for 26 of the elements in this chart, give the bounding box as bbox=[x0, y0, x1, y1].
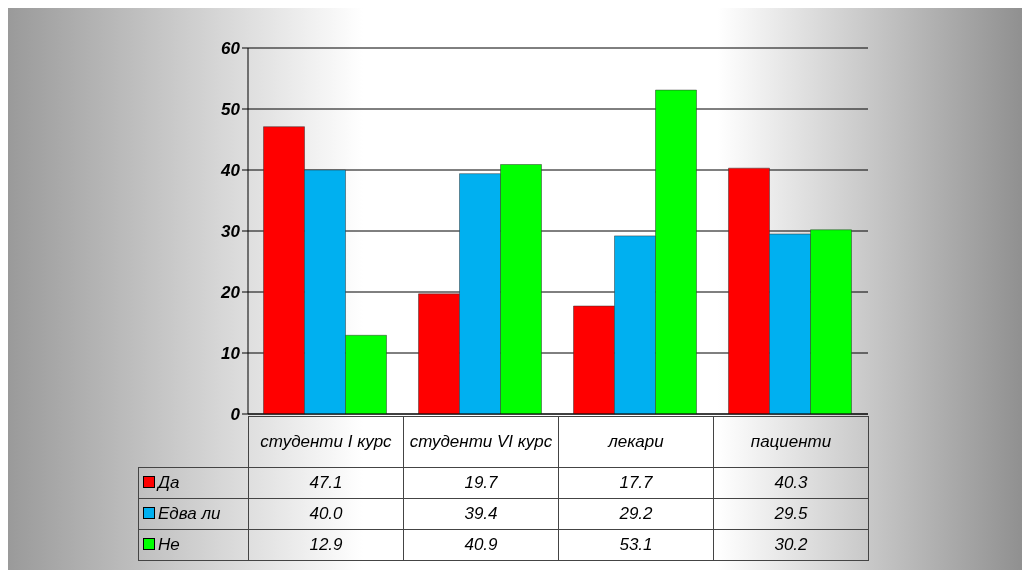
y-tick-label: 10 bbox=[221, 344, 241, 364]
data-label: 12.9 bbox=[248, 529, 404, 561]
y-tick-label: 40 bbox=[220, 161, 241, 181]
data-label: 40.9 bbox=[403, 529, 559, 561]
data-label: 40.3 bbox=[713, 467, 869, 499]
data-label: 53.1 bbox=[558, 529, 714, 561]
data-label: 40.0 bbox=[248, 498, 404, 530]
data-label: 29.2 bbox=[558, 498, 714, 530]
data-label: 30.2 bbox=[713, 529, 869, 561]
y-tick-label: 20 bbox=[220, 283, 241, 303]
legend-label: Да bbox=[138, 467, 249, 499]
y-tick-label: 50 bbox=[221, 100, 241, 120]
x-tick-label: лекари bbox=[558, 416, 714, 468]
y-tick-label: 0 bbox=[230, 405, 241, 425]
data-label: 17.7 bbox=[558, 467, 714, 499]
data-label: 47.1 bbox=[248, 467, 404, 499]
legend-label: Не bbox=[138, 529, 249, 561]
legend-label: Едва ли bbox=[138, 498, 249, 530]
data-label: 39.4 bbox=[403, 498, 559, 530]
y-tick-label: 60 bbox=[221, 39, 241, 59]
x-tick-label: студенти VI курс bbox=[403, 416, 559, 468]
x-tick-label: студенти I курс bbox=[248, 416, 404, 468]
x-tick-label: пациенти bbox=[713, 416, 869, 468]
y-tick-label: 30 bbox=[221, 222, 241, 242]
data-label: 19.7 bbox=[403, 467, 559, 499]
data-label: 29.5 bbox=[713, 498, 869, 530]
